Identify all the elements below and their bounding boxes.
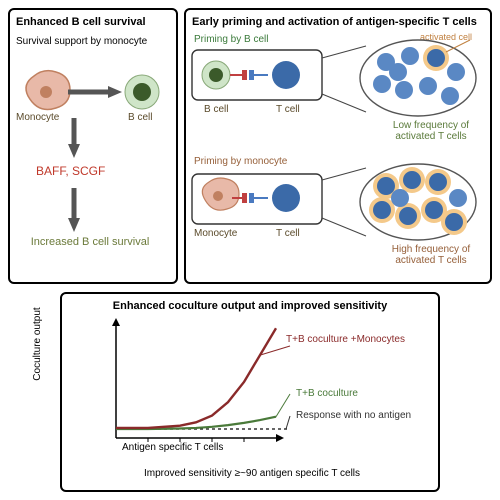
b-xlabel: Antigen specific T cells bbox=[122, 442, 223, 453]
panel-bcell-survival: Enhanced B cell survival Survival suppor… bbox=[8, 8, 178, 284]
tr-bcell-label: B cell bbox=[204, 104, 228, 115]
tr-tcell-label-1: T cell bbox=[276, 104, 300, 115]
b-series2-label: T+B coculture bbox=[296, 388, 358, 399]
tr-tcell-label-2: T cell bbox=[276, 228, 300, 239]
tr-monocyte-label: Monocyte bbox=[194, 228, 237, 239]
tr-high-freq: High frequency of activated T cells bbox=[376, 244, 486, 266]
tl-monocyte-label: Monocyte bbox=[16, 112, 59, 123]
b-footnote: Improved sensitivity ≥~90 antigen specif… bbox=[62, 468, 442, 479]
b-series1-label: T+B coculture +Monocytes bbox=[286, 334, 406, 345]
tl-result-label: Increased B cell survival bbox=[30, 236, 150, 248]
b-ylabel: Coculture output bbox=[32, 294, 43, 394]
b-baseline-label: Response with no antigen bbox=[296, 410, 416, 421]
tl-factors-label: BAFF, SCGF bbox=[36, 164, 105, 178]
tr-bot-heading: Priming by monocyte bbox=[194, 156, 287, 167]
panel-tcell-priming: Early priming and activation of antigen-… bbox=[184, 8, 492, 284]
tr-low-freq: Low frequency of activated T cells bbox=[376, 120, 486, 142]
activated-cells bbox=[369, 167, 467, 235]
panel-output-chart: Enhanced coculture output and improved s… bbox=[60, 292, 440, 492]
tl-bcell-label: B cell bbox=[128, 112, 152, 123]
chart-svg bbox=[62, 294, 442, 494]
